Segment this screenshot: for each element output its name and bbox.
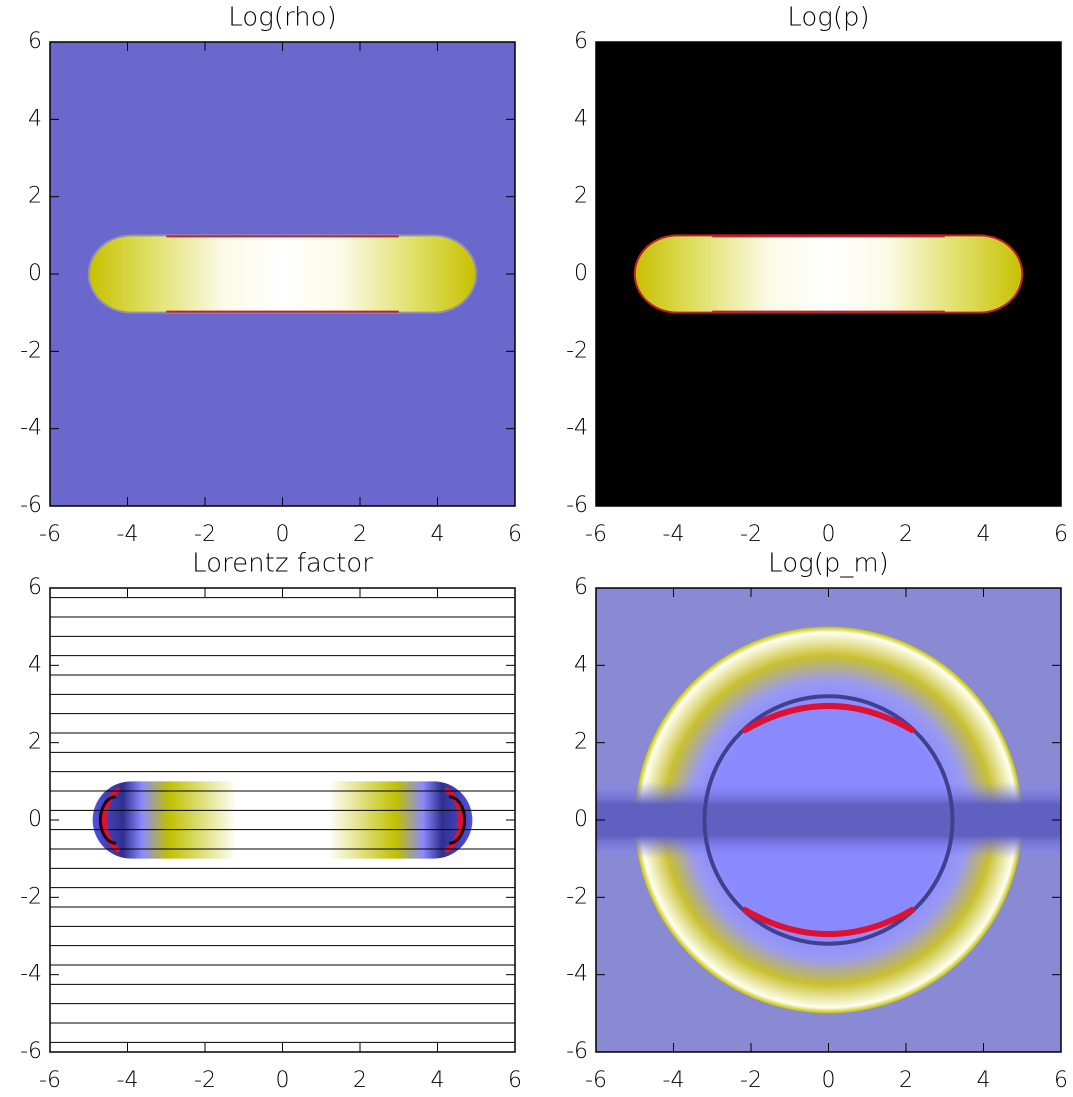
y-tick-label: 4	[28, 652, 42, 677]
x-tick-label: 0	[276, 522, 290, 547]
y-tick-label: -6	[566, 1039, 588, 1064]
y-tick-label: 0	[28, 807, 42, 832]
shock	[741, 906, 916, 938]
x-tick-label: -4	[117, 1068, 139, 1093]
x-tick-label: -4	[117, 522, 139, 547]
x-tick-label: 2	[353, 522, 367, 547]
y-tick-label: -2	[20, 338, 42, 363]
x-tick-label: 6	[508, 1068, 522, 1093]
y-tick-label: 0	[574, 261, 588, 286]
panel: Log(p_m) -6 -4 -2 0 2 4 6 -6 -4 -2 0 2 4 6	[566, 549, 1068, 1094]
x-tick-label: 6	[508, 522, 522, 547]
y-tick-label: -6	[20, 493, 42, 518]
y-tick-label: -2	[566, 338, 588, 363]
jet-cocoon	[633, 234, 1024, 314]
shock	[443, 786, 464, 854]
x-tick-label: 0	[822, 522, 836, 547]
y-tick-label: 6	[28, 575, 42, 600]
panel-title: Lorentz factor	[192, 549, 373, 579]
y-tick-label: -4	[20, 962, 42, 987]
panel-title: Log(p)	[787, 3, 869, 33]
y-tick-label: -4	[20, 416, 42, 441]
x-tick-label: -6	[39, 522, 61, 547]
x-tick-label: 0	[822, 1068, 836, 1093]
y-tick-label: -2	[20, 884, 42, 909]
x-tick-label: -2	[740, 1068, 762, 1093]
heatmap	[596, 588, 1061, 1052]
panel-title: Log(rho)	[228, 3, 336, 33]
panel: Log(p) -6 -4 -2 0 2 4 6 -6 -4 -2 0 2 4 6	[566, 3, 1068, 548]
shock	[741, 702, 916, 734]
inner-shell	[702, 694, 955, 946]
y-tick-label: 4	[28, 106, 42, 131]
x-tick-label: 6	[1054, 1068, 1068, 1093]
jet-cocoon	[87, 234, 478, 314]
x-tick-label: 4	[977, 522, 991, 547]
panel: Log(rho) -6 -4 -2 0 2 4 6 -6 -4 -2 0 2 4 6	[20, 3, 522, 548]
y-tick-label: 2	[28, 730, 42, 755]
x-tick-label: -2	[194, 522, 216, 547]
y-tick-label: 4	[574, 106, 588, 131]
x-tick-label: 6	[1054, 522, 1068, 547]
x-tick-label: -2	[194, 1068, 216, 1093]
shock	[101, 786, 122, 854]
x-tick-label: 0	[276, 1068, 290, 1093]
y-tick-label: 2	[574, 730, 588, 755]
y-tick-label: 6	[28, 29, 42, 54]
y-tick-label: 4	[574, 652, 588, 677]
x-tick-label: -4	[663, 522, 685, 547]
x-tick-label: 4	[431, 522, 445, 547]
shock	[448, 795, 467, 845]
x-tick-label: 2	[353, 1068, 367, 1093]
y-tick-label: -6	[566, 493, 588, 518]
y-tick-label: -4	[566, 416, 588, 441]
panel-title: Log(p_m)	[768, 549, 889, 579]
x-tick-label: -6	[39, 1068, 61, 1093]
y-tick-label: 6	[574, 575, 588, 600]
equator-band	[596, 781, 1061, 859]
y-tick-label: -6	[20, 1039, 42, 1064]
x-tick-label: -4	[663, 1068, 685, 1093]
x-tick-label: -2	[740, 522, 762, 547]
heatmap	[596, 42, 1061, 506]
x-tick-label: -6	[585, 522, 607, 547]
x-tick-label: 2	[899, 522, 913, 547]
y-tick-label: 0	[28, 261, 42, 286]
x-tick-label: 4	[977, 1068, 991, 1093]
y-tick-label: -4	[566, 962, 588, 987]
heatmap	[50, 588, 515, 1052]
panel: Lorentz factor -6 -4 -2 0 2 4 6 -6 -4 -2 0 2 4 6	[20, 549, 522, 1094]
heatmap	[50, 42, 515, 506]
shock	[98, 795, 117, 845]
x-tick-label: 2	[899, 1068, 913, 1093]
y-tick-label: -2	[566, 884, 588, 909]
y-tick-label: 6	[574, 29, 588, 54]
y-tick-label: 2	[28, 184, 42, 209]
y-tick-label: 0	[574, 807, 588, 832]
y-tick-label: 2	[574, 184, 588, 209]
x-tick-label: 4	[431, 1068, 445, 1093]
x-tick-label: -6	[585, 1068, 607, 1093]
jet-cocoon	[92, 781, 473, 859]
